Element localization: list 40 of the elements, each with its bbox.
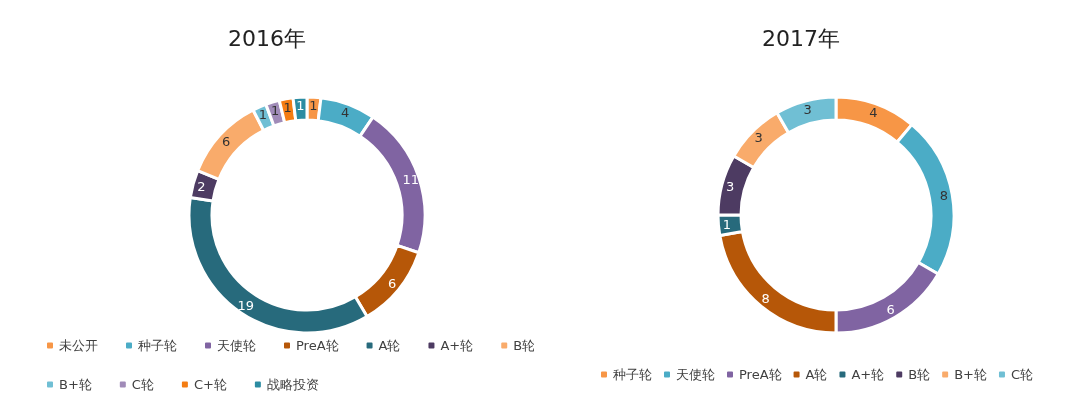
chart-title: 2016年	[228, 25, 306, 51]
data-label: 6	[886, 302, 895, 318]
data-label: 3	[726, 179, 735, 195]
data-label: 1	[258, 107, 267, 123]
legend-label: B轮	[908, 367, 931, 382]
data-label: 1	[722, 217, 732, 233]
legend-label: B轮	[513, 338, 536, 353]
data-label: 1	[309, 98, 318, 114]
legend-label: C+轮	[193, 377, 227, 392]
legend-label: C轮	[131, 377, 154, 392]
data-label: 1	[283, 99, 292, 115]
data-label: 3	[754, 130, 763, 146]
data-label: 6	[222, 133, 231, 149]
legend-label: 战略投资	[266, 377, 319, 392]
legend-label: A轮	[805, 367, 828, 382]
legend-label: 未公开	[59, 338, 98, 353]
data-label: 1	[270, 102, 280, 118]
legend-label: A轮	[378, 338, 401, 353]
data-label: 2	[197, 178, 206, 194]
legend-label: PreA轮	[739, 367, 782, 382]
data-label: 3	[803, 101, 812, 117]
legend-label: A+轮	[440, 338, 474, 353]
chart-title: 2017年	[762, 25, 840, 51]
legend-label: 天使轮	[676, 367, 715, 382]
legend-label: B+轮	[59, 377, 92, 392]
legend-label: C轮	[1010, 367, 1034, 382]
legend-label: PreA轮	[296, 338, 339, 353]
data-label: 4	[340, 104, 350, 120]
data-label: 1	[296, 98, 305, 114]
data-label: 8	[939, 188, 948, 204]
data-label: 8	[761, 291, 770, 307]
data-label: 11	[402, 172, 420, 188]
legend-label: 种子轮	[613, 367, 652, 382]
legend-label: B+轮	[954, 367, 987, 382]
data-label: 6	[387, 276, 397, 292]
data-label: 4	[869, 104, 878, 120]
legend-label: 种子轮	[138, 338, 177, 353]
legend-label: 天使轮	[217, 338, 256, 353]
legend-label: A+轮	[851, 367, 885, 382]
data-label: 19	[237, 298, 255, 314]
